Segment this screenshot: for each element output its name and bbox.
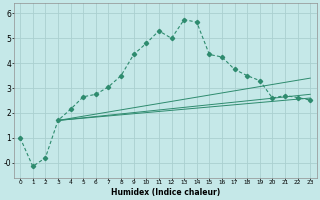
- X-axis label: Humidex (Indice chaleur): Humidex (Indice chaleur): [111, 188, 220, 197]
